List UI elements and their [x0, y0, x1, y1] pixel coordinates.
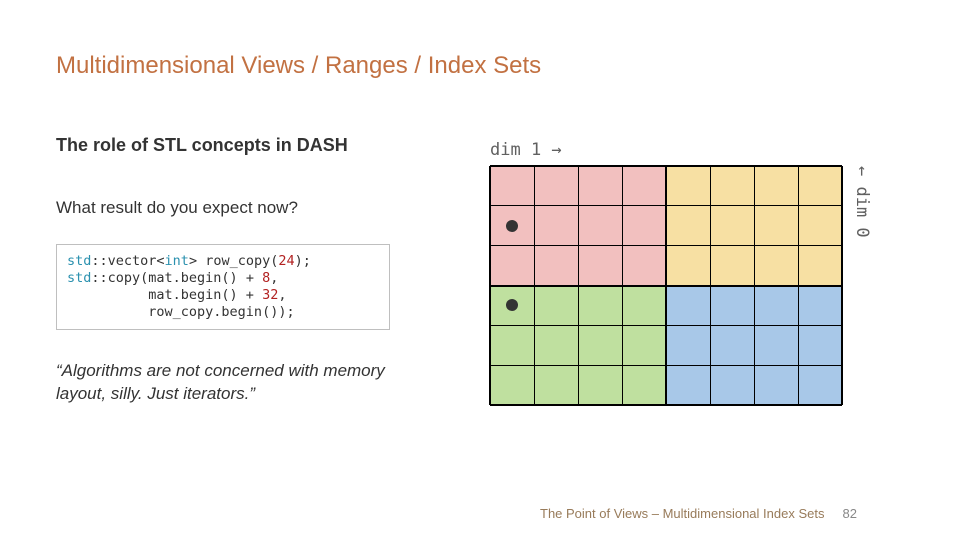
code-token: 32: [262, 287, 278, 303]
grid-hline: [490, 365, 842, 366]
slide-title: Multidimensional Views / Ranges / Index …: [56, 52, 541, 80]
code-block: std::vector<int> row_copy(24); std::copy…: [56, 244, 390, 330]
code-token: mat.begin() +: [67, 287, 262, 303]
code-token: 24: [278, 253, 294, 269]
dim-0-label: ← dim 0: [852, 166, 872, 238]
code-token: std: [67, 253, 91, 269]
grid-hline: [490, 165, 842, 167]
code-content: std::vector<int> row_copy(24); std::copy…: [67, 253, 379, 321]
quote-text: “Algorithms are not concerned with memor…: [56, 360, 396, 406]
grid-hline: [490, 404, 842, 406]
code-token: std: [67, 270, 91, 286]
code-token: ,: [270, 270, 278, 286]
dim-1-label: dim 1 →: [490, 140, 562, 160]
iterator-dot: [506, 220, 518, 232]
code-token: 8: [262, 270, 270, 286]
code-token: ::copy(mat.begin() +: [91, 270, 262, 286]
code-token: ::vector<: [91, 253, 164, 269]
code-token: row_copy.begin());: [67, 304, 295, 320]
code-token: > row_copy(: [189, 253, 278, 269]
code-token: ,: [278, 287, 286, 303]
code-token: int: [165, 253, 189, 269]
slide-number: 82: [842, 506, 856, 521]
matrix-grid: [490, 166, 842, 405]
grid-hline: [490, 245, 842, 246]
footer-title: The Point of Views – Multidimensional In…: [540, 506, 824, 521]
question-text: What result do you expect now?: [56, 198, 298, 218]
code-token: );: [295, 253, 311, 269]
slide-footer: The Point of Views – Multidimensional In…: [540, 506, 857, 521]
grid-hline: [490, 205, 842, 206]
grid-hline: [490, 285, 842, 287]
slide-subtitle: The role of STL concepts in DASH: [56, 135, 348, 156]
grid-hline: [490, 325, 842, 326]
